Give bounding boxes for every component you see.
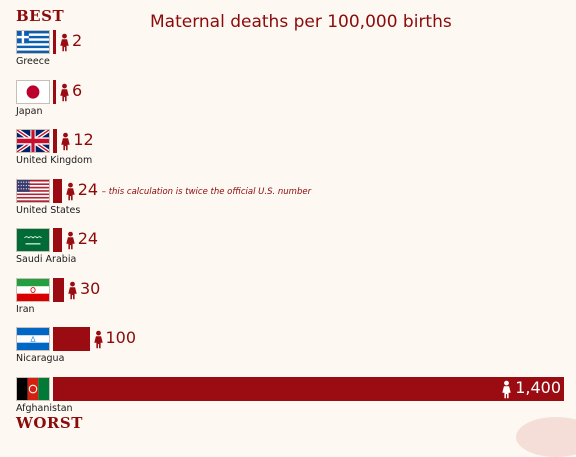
woman-icon — [59, 33, 70, 52]
flag-saudi-arabia-icon — [16, 228, 50, 252]
category-label: Japan — [16, 105, 43, 117]
data-label: 24 — [77, 179, 99, 199]
woman-icon — [67, 281, 78, 300]
woman-icon — [65, 231, 76, 250]
data-label: 12 — [73, 130, 94, 149]
category-label: Greece — [16, 56, 50, 67]
bar-nicaragua — [53, 327, 90, 351]
flag-afghanistan-icon — [16, 376, 50, 401]
category-label: Nicaragua — [16, 353, 65, 364]
chart-row-united-kingdom: United Kingdom 12 — [0, 129, 576, 174]
bar-greece — [53, 30, 56, 54]
chart-row-nicaragua: Nicaragua 100 — [0, 327, 576, 372]
data-label: 100 — [105, 328, 137, 347]
data-label: 6 — [72, 80, 83, 100]
category-label: United Kingdom — [16, 155, 93, 166]
bar-iran — [53, 277, 64, 302]
category-label: Afghanistan — [16, 402, 73, 414]
data-label: 1,400 — [515, 377, 561, 397]
woman-icon — [501, 380, 512, 399]
woman-icon — [60, 132, 71, 151]
bar-united-kingdom — [53, 129, 58, 153]
category-label: Iran — [16, 303, 35, 315]
woman-icon — [65, 182, 76, 201]
worst-label: WORST — [16, 414, 83, 432]
chart-row-afghanistan: Afghanistan 1,400 — [0, 376, 576, 422]
woman-icon — [93, 330, 104, 349]
annotation-note: – this calculation is twice the official… — [101, 186, 312, 197]
flag-japan-icon — [16, 79, 50, 104]
woman-icon — [59, 83, 70, 102]
data-label: 24 — [77, 229, 99, 248]
data-label: 2 — [72, 31, 83, 50]
chart-row-japan: Japan 6 — [0, 79, 576, 125]
chart-row-greece: Greece 2 — [0, 30, 576, 75]
flag-iran-icon — [16, 277, 50, 302]
bar-saudi-arabia — [53, 228, 62, 252]
chart-row-iran: Iran 30 — [0, 277, 576, 323]
flag-greece-icon — [16, 30, 50, 54]
flag-united-kingdom-icon — [16, 129, 50, 153]
flag-united-states-icon — [16, 178, 50, 203]
best-label: BEST — [16, 7, 65, 25]
chart-row-united-states: United States 24– this calculation is twi… — [0, 178, 576, 224]
data-label: 30 — [79, 278, 101, 298]
flag-nicaragua-icon — [16, 327, 50, 351]
bar-japan — [53, 79, 56, 104]
chart-canvas: BEST Maternal deaths per 100,000 births … — [0, 7, 576, 457]
chart-title: Maternal deaths per 100,000 births — [150, 12, 452, 32]
category-label: Saudi Arabia — [16, 254, 77, 265]
bar-united-states — [53, 178, 62, 203]
decorative-blob — [516, 417, 576, 457]
category-label: United States — [16, 204, 81, 216]
bar-afghanistan — [53, 376, 564, 401]
chart-row-saudi-arabia: Saudi Arabia 24 — [0, 228, 576, 273]
